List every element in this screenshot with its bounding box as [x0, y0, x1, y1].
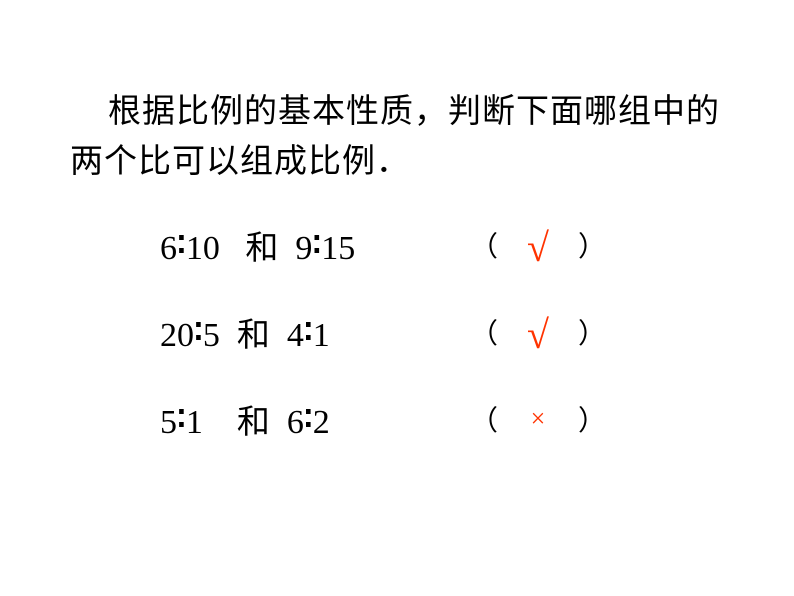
mark-area: √	[498, 221, 578, 268]
paren-left: （	[470, 399, 498, 439]
ratio-value: 5	[160, 404, 177, 441]
ratio-value: 20	[160, 317, 194, 354]
ratio-value: 9	[295, 230, 312, 267]
ratio-value: 5	[203, 317, 220, 354]
mark-area: ×	[498, 403, 578, 435]
ratio-value: 15	[321, 230, 355, 267]
ratio-expression: 5∶1 和 6∶2	[160, 395, 470, 443]
paren-right: ）	[578, 225, 606, 265]
paren-left: （	[470, 225, 498, 265]
ratio-value: 10	[186, 230, 220, 267]
question-text: 根据比例的基本性质，判断下面哪组中的两个比可以组成比例．	[70, 88, 724, 187]
paren-left: （	[470, 312, 498, 352]
mark-area: √	[498, 308, 578, 355]
ratio-value: 6	[160, 230, 177, 267]
ratio-value: 1	[186, 404, 203, 441]
conjunction: 和	[245, 231, 278, 267]
problem-row: 6∶10 和 9∶15 （ √ ）	[160, 217, 724, 272]
paren-right: ）	[578, 312, 606, 352]
paren-right: ）	[578, 399, 606, 439]
answer-paren: （ √ ）	[470, 308, 640, 355]
answer-paren: （ √ ）	[470, 221, 640, 268]
answer-paren: （ × ）	[470, 399, 640, 439]
problem-row: 5∶1 和 6∶2 （ × ）	[160, 391, 724, 446]
conjunction: 和	[237, 318, 270, 354]
check-icon: √	[527, 225, 549, 270]
conjunction: 和	[237, 405, 270, 441]
problem-list: 6∶10 和 9∶15 （ √ ） 20∶5 和 4∶1 （ √ ）	[70, 217, 724, 446]
ratio-value: 1	[313, 317, 330, 354]
check-icon: √	[527, 312, 549, 357]
ratio-expression: 20∶5 和 4∶1	[160, 308, 470, 356]
ratio-value: 6	[287, 404, 304, 441]
question-body: 根据比例的基本性质，判断下面哪组中的两个比可以组成比例．	[70, 94, 720, 180]
ratio-value: 2	[313, 404, 330, 441]
cross-icon: ×	[531, 404, 546, 433]
problem-row: 20∶5 和 4∶1 （ √ ）	[160, 304, 724, 359]
slide-content: 根据比例的基本性质，判断下面哪组中的两个比可以组成比例． 6∶10 和 9∶15…	[0, 0, 794, 446]
ratio-value: 4	[287, 317, 304, 354]
ratio-expression: 6∶10 和 9∶15	[160, 221, 470, 269]
